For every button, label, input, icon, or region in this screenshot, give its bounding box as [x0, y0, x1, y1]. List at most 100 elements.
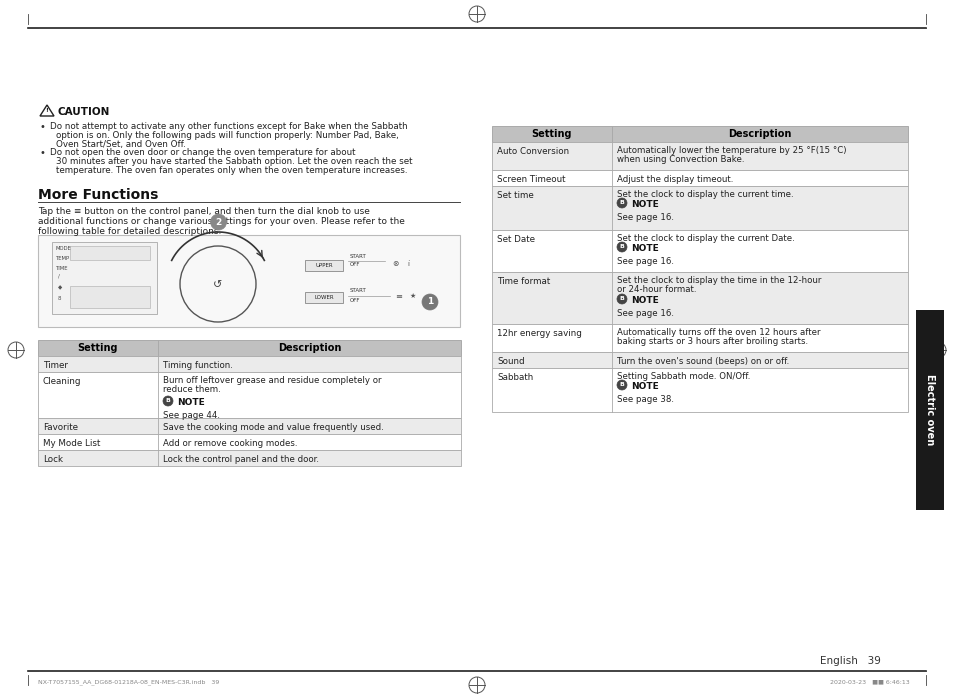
Text: temperature. The oven fan operates only when the oven temperature increases.: temperature. The oven fan operates only … [56, 166, 407, 175]
Bar [38, 418, 460, 434]
Text: Sound: Sound [497, 357, 524, 366]
Text: Description: Description [727, 129, 791, 139]
Text: Add or remove cooking modes.: Add or remove cooking modes. [163, 439, 297, 448]
Text: NOTE: NOTE [177, 398, 205, 407]
Bar [305, 292, 343, 303]
Circle shape [211, 214, 226, 230]
Text: My Mode List: My Mode List [43, 439, 100, 448]
Text: Description: Description [277, 343, 341, 353]
Text: when using Convection Bake.: when using Convection Bake. [617, 155, 743, 164]
Text: 12hr energy saving: 12hr energy saving [497, 329, 581, 338]
Text: ↺: ↺ [213, 280, 222, 290]
Text: Set the clock to display the time in the 12-hour: Set the clock to display the time in the… [617, 276, 821, 285]
Text: Set the clock to display the current Date.: Set the clock to display the current Dat… [617, 234, 794, 243]
Text: Turn the oven's sound (beeps) on or off.: Turn the oven's sound (beeps) on or off. [617, 357, 788, 366]
Bar [38, 340, 460, 356]
Text: Set time: Set time [497, 191, 533, 200]
Text: Oven Start/Set, and Oven Off.: Oven Start/Set, and Oven Off. [56, 140, 186, 149]
Text: See page 16.: See page 16. [617, 213, 673, 222]
Text: Sabbath: Sabbath [497, 373, 533, 382]
Text: Electric oven: Electric oven [924, 375, 934, 446]
Circle shape [617, 294, 626, 304]
Bar [492, 272, 907, 324]
Bar [492, 352, 907, 368]
Text: B: B [618, 201, 624, 206]
Bar [38, 356, 460, 372]
Circle shape [421, 294, 437, 310]
Circle shape [163, 396, 172, 406]
Bar [492, 324, 907, 352]
Bar [70, 246, 150, 260]
Bar [52, 242, 157, 314]
Bar [492, 142, 907, 170]
Text: Timer: Timer [43, 361, 68, 370]
Bar [38, 372, 460, 418]
Text: 8: 8 [58, 296, 61, 301]
Text: or 24-hour format.: or 24-hour format. [617, 285, 696, 294]
Text: following table for detailed descriptions.: following table for detailed description… [38, 227, 221, 236]
Text: reduce them.: reduce them. [163, 385, 220, 394]
Text: 2020-03-23   ■■ 6:46:13: 2020-03-23 ■■ 6:46:13 [829, 679, 909, 684]
Bar [38, 434, 460, 450]
Text: Setting: Setting [531, 129, 572, 139]
Text: /: / [58, 274, 60, 279]
Text: LOWER: LOWER [314, 295, 334, 300]
Text: B: B [618, 296, 624, 301]
Text: ≡: ≡ [395, 291, 401, 301]
Text: NOTE: NOTE [630, 244, 659, 253]
Text: English   39: English 39 [820, 656, 880, 666]
Text: Screen Timeout: Screen Timeout [497, 175, 565, 184]
Text: See page 44.: See page 44. [163, 411, 220, 420]
Bar [38, 450, 460, 466]
Text: •: • [40, 122, 46, 132]
Text: Favorite: Favorite [43, 423, 78, 432]
Text: 1: 1 [426, 298, 433, 306]
Circle shape [617, 380, 626, 390]
Text: OFF: OFF [350, 298, 360, 303]
Text: •: • [40, 148, 46, 158]
Bar [492, 368, 907, 412]
Text: More Functions: More Functions [38, 188, 158, 202]
Text: B: B [618, 245, 624, 250]
Circle shape [180, 246, 255, 322]
Text: Adjust the display timeout.: Adjust the display timeout. [617, 175, 733, 184]
Text: Burn off leftover grease and residue completely or: Burn off leftover grease and residue com… [163, 376, 381, 385]
Text: ◆: ◆ [58, 285, 62, 290]
Text: Automatically lower the temperature by 25 °F(15 °C): Automatically lower the temperature by 2… [617, 146, 845, 155]
Circle shape [617, 242, 626, 252]
Text: Lock: Lock [43, 455, 63, 464]
Text: CAUTION: CAUTION [58, 107, 111, 117]
Text: TEMP: TEMP [56, 256, 71, 261]
Text: Tap the ≡ button on the control panel, and then turn the dial knob to use: Tap the ≡ button on the control panel, a… [38, 207, 370, 216]
Bar [38, 235, 459, 327]
Text: START: START [350, 288, 366, 293]
Text: Auto Conversion: Auto Conversion [497, 147, 569, 156]
Text: !: ! [46, 108, 49, 113]
Text: OFF: OFF [350, 262, 360, 267]
Bar [492, 126, 907, 142]
Text: Cleaning: Cleaning [43, 377, 81, 386]
Text: NOTE: NOTE [630, 382, 659, 391]
Bar [70, 286, 150, 308]
Text: Setting Sabbath mode. ON/Off.: Setting Sabbath mode. ON/Off. [617, 372, 750, 381]
Bar [492, 186, 907, 230]
Text: Time format: Time format [497, 277, 550, 286]
Text: Timing function.: Timing function. [163, 361, 233, 370]
Text: Lock the control panel and the door.: Lock the control panel and the door. [163, 455, 318, 464]
Text: UPPER: UPPER [314, 263, 333, 268]
Text: 30 minutes after you have started the Sabbath option. Let the oven reach the set: 30 minutes after you have started the Sa… [56, 157, 412, 166]
Circle shape [617, 198, 626, 208]
Text: 2: 2 [215, 217, 221, 226]
Text: NOTE: NOTE [630, 296, 659, 305]
Text: NOTE: NOTE [630, 200, 659, 209]
Text: Automatically turns off the oven 12 hours after: Automatically turns off the oven 12 hour… [617, 328, 820, 337]
Text: See page 16.: See page 16. [617, 309, 673, 318]
Bar [492, 170, 907, 186]
Text: Set the clock to display the current time.: Set the clock to display the current tim… [617, 190, 793, 199]
Text: ⊗: ⊗ [392, 259, 398, 268]
Text: Save the cooking mode and value frequently used.: Save the cooking mode and value frequent… [163, 423, 383, 432]
Text: START: START [350, 254, 366, 259]
Text: Do not open the oven door or change the oven temperature for about: Do not open the oven door or change the … [50, 148, 355, 157]
Text: option is on. Only the following pads will function properly: Number Pad, Bake,: option is on. Only the following pads wi… [56, 131, 398, 140]
Text: Do not attempt to activate any other functions except for Bake when the Sabbath: Do not attempt to activate any other fun… [50, 122, 407, 131]
